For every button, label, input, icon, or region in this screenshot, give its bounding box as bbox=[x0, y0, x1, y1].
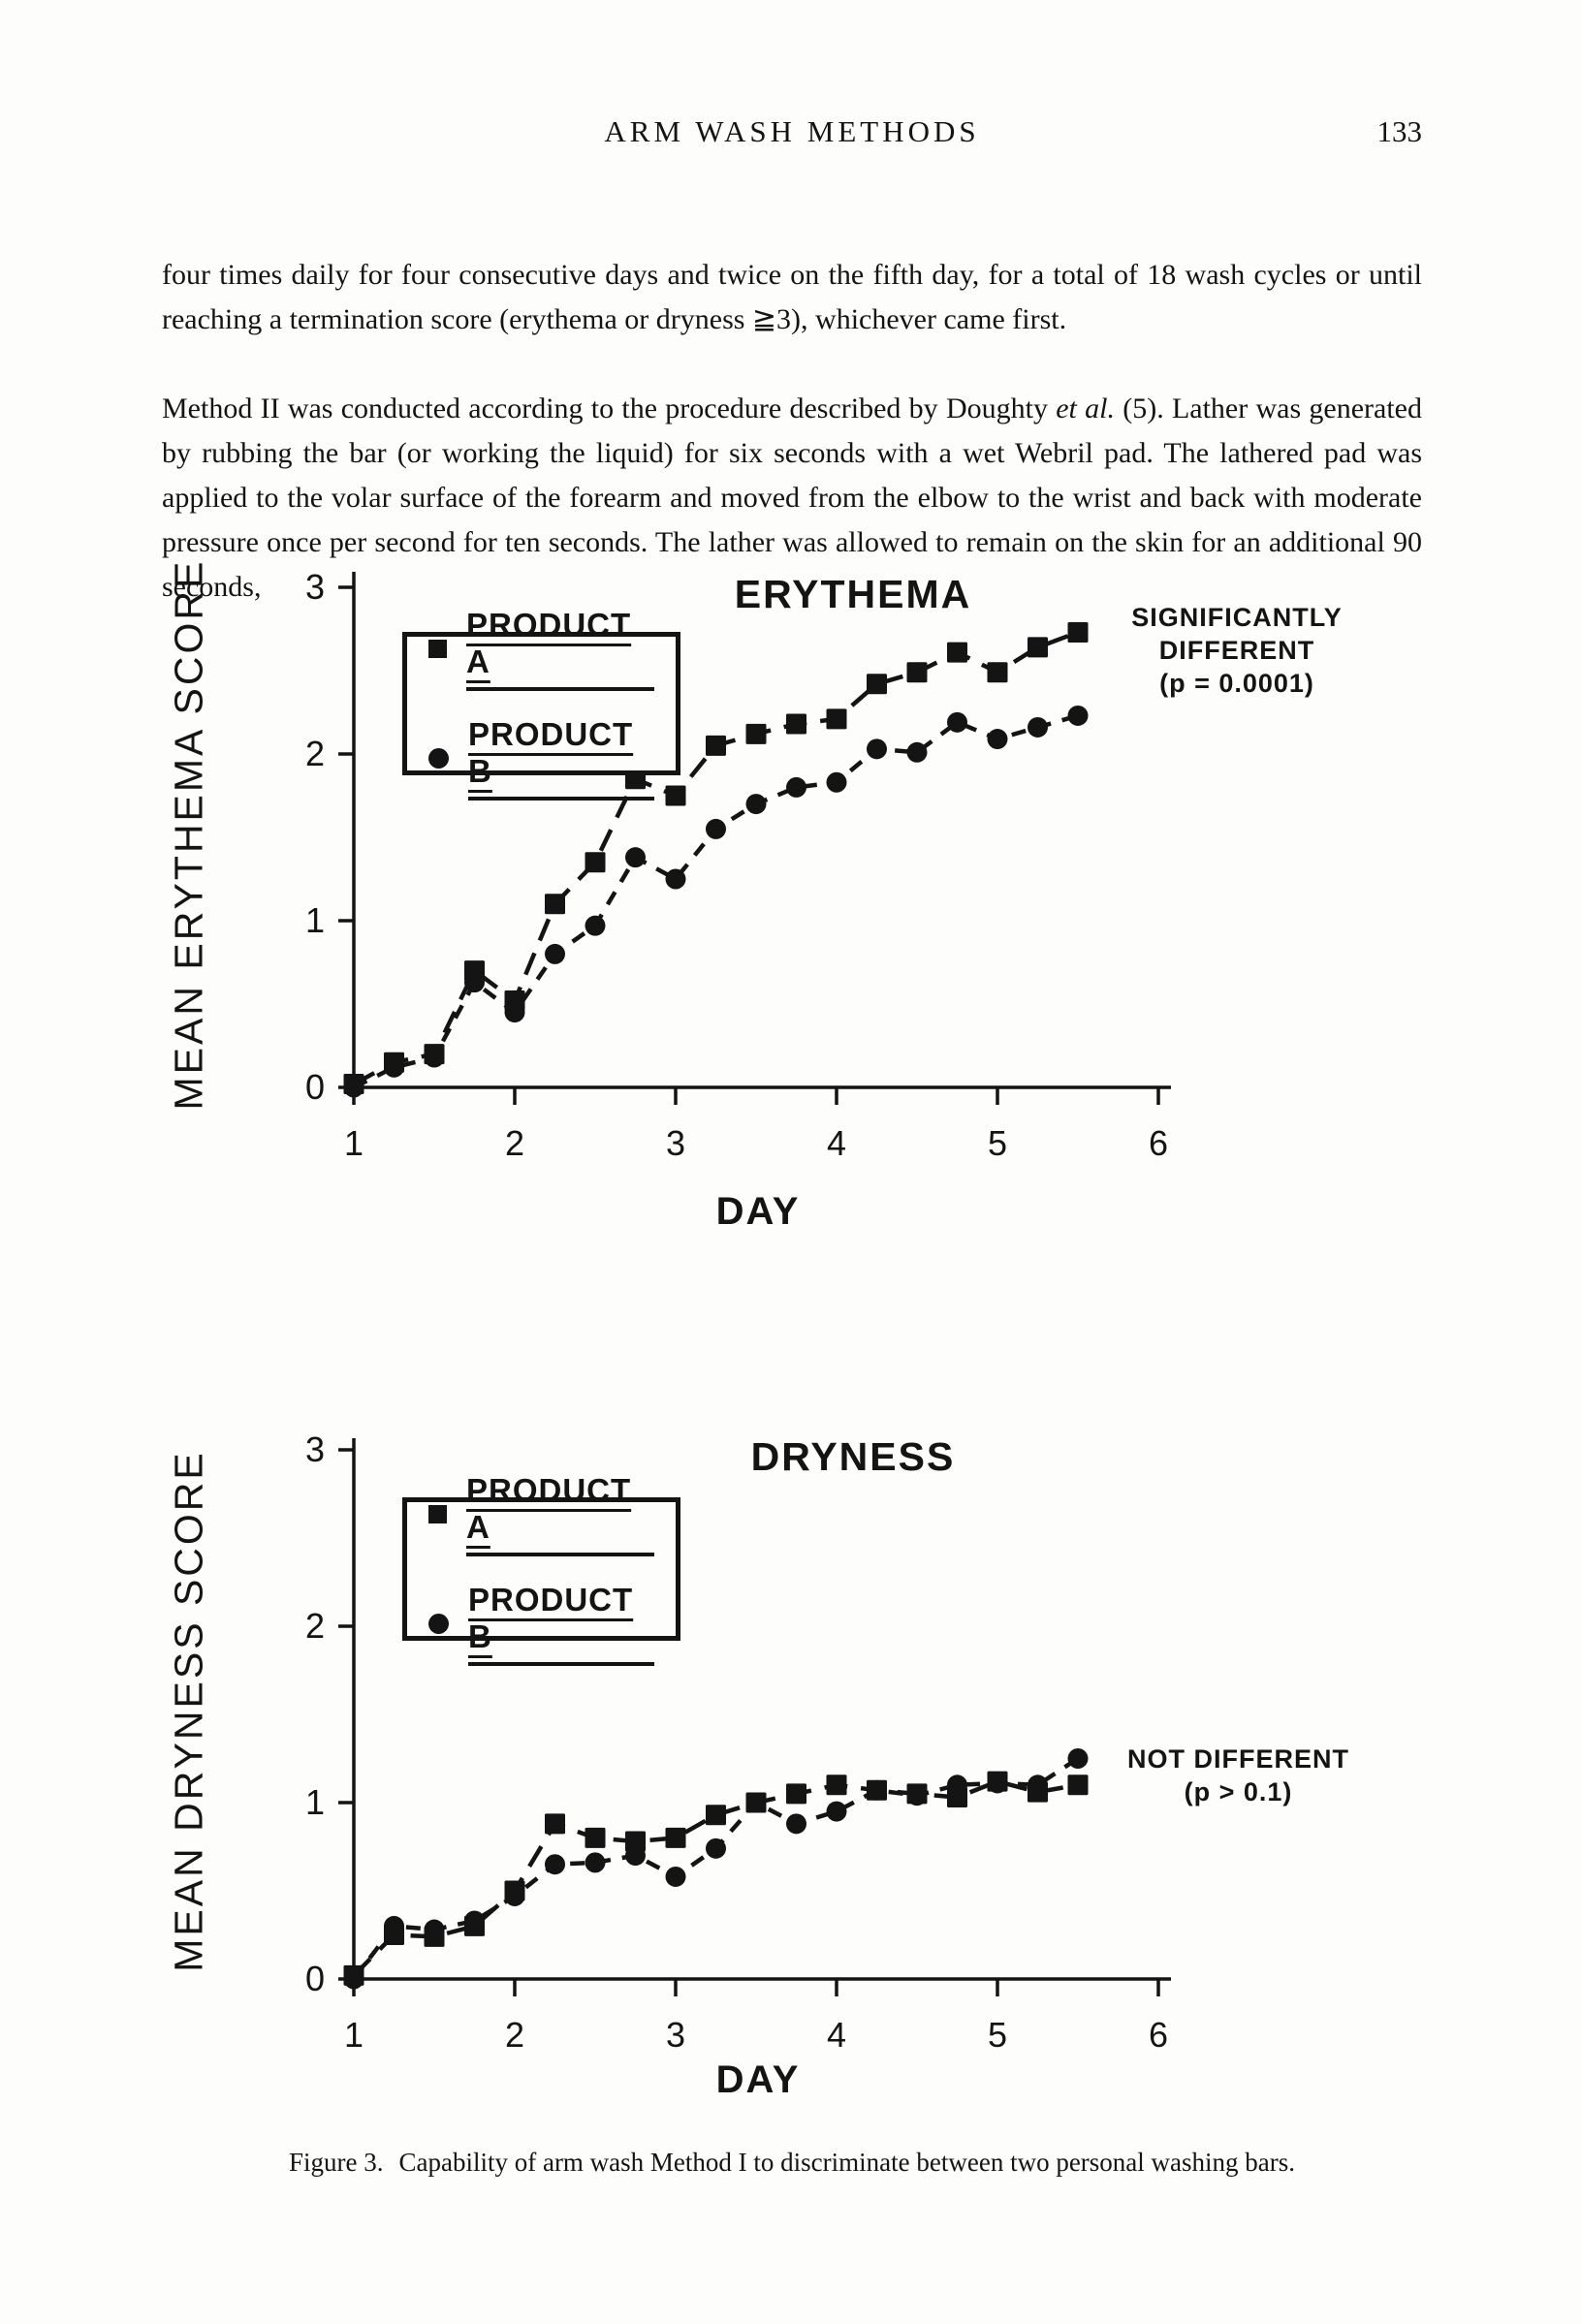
dryness-y-axis-label: MEAN DRYNESS SCORE bbox=[166, 1450, 211, 1972]
circle-marker-icon bbox=[428, 1614, 449, 1634]
circle-marker-icon bbox=[428, 748, 449, 769]
svg-text:5: 5 bbox=[988, 1123, 1007, 1163]
annotation-line: DIFFERENT bbox=[1158, 636, 1315, 665]
legend-item-label: PRODUCT B bbox=[468, 1582, 654, 1666]
square-marker-icon bbox=[428, 640, 447, 658]
svg-text:2: 2 bbox=[305, 734, 325, 773]
svg-text:1: 1 bbox=[305, 900, 325, 940]
svg-text:2: 2 bbox=[505, 2015, 524, 2055]
legend-item-product-b: PRODUCT B bbox=[428, 716, 654, 801]
page-number: 133 bbox=[1376, 114, 1423, 148]
svg-text:3: 3 bbox=[305, 567, 325, 607]
erythema-legend: PRODUCT A PRODUCT B bbox=[402, 607, 680, 801]
running-head-title: ARM WASH METHODS bbox=[604, 114, 980, 148]
legend-item-label: PRODUCT A bbox=[466, 1472, 654, 1556]
svg-text:0: 0 bbox=[305, 1067, 325, 1107]
svg-text:5: 5 bbox=[988, 2015, 1007, 2055]
svg-text:3: 3 bbox=[666, 1123, 685, 1163]
dryness-legend: PRODUCT A PRODUCT B bbox=[402, 1472, 680, 1666]
erythema-significance-annotation: SIGNIFICANTLY DIFFERENT (p = 0.0001) bbox=[1110, 601, 1364, 700]
paragraph-text: (5). Lather was generated by rubbing the… bbox=[162, 393, 1422, 603]
svg-text:1: 1 bbox=[344, 2015, 364, 2055]
annotation-line: NOT DIFFERENT bbox=[1127, 1744, 1349, 1774]
svg-text:6: 6 bbox=[1149, 1123, 1168, 1163]
legend-item-label: PRODUCT A bbox=[466, 607, 654, 691]
annotation-line: (p = 0.0001) bbox=[1159, 669, 1314, 698]
svg-text:3: 3 bbox=[305, 1429, 325, 1469]
legend-item-product-a: PRODUCT A bbox=[428, 607, 654, 691]
dryness-chart-title: DRYNESS bbox=[750, 1434, 956, 1479]
legend-item-product-a: PRODUCT A bbox=[428, 1472, 654, 1556]
annotation-line: (p > 0.1) bbox=[1184, 1777, 1293, 1806]
figure-caption-text: Capability of arm wash Method I to discr… bbox=[398, 2148, 1296, 2177]
svg-text:1: 1 bbox=[305, 1782, 325, 1822]
erythema-chart-title: ERYTHEMA bbox=[734, 572, 972, 616]
erythema-y-axis-label: MEAN ERYTHEMA SCORE bbox=[166, 558, 211, 1111]
paragraph-text: Method II was conducted according to the… bbox=[162, 393, 1057, 424]
svg-text:4: 4 bbox=[827, 2015, 846, 2055]
et-al-italic: et al. bbox=[1056, 393, 1115, 424]
legend-item-product-b: PRODUCT B bbox=[428, 1582, 654, 1666]
paragraph-wash-cycles: four times daily for four consecutive da… bbox=[162, 259, 1422, 335]
dryness-significance-annotation: NOT DIFFERENT (p > 0.1) bbox=[1115, 1743, 1362, 1808]
svg-text:2: 2 bbox=[305, 1606, 325, 1646]
dryness-x-axis-title: DAY bbox=[715, 2058, 801, 2101]
figure-caption: Figure 3. Capability of arm wash Method I… bbox=[162, 2148, 1422, 2178]
svg-text:6: 6 bbox=[1149, 2015, 1168, 2055]
svg-text:0: 0 bbox=[305, 1959, 325, 1998]
square-marker-icon bbox=[428, 1505, 447, 1523]
paragraph-method-ii: Method II was conducted according to the… bbox=[162, 387, 1422, 610]
annotation-line: SIGNIFICANTLY bbox=[1131, 603, 1343, 632]
svg-text:2: 2 bbox=[505, 1123, 524, 1163]
figure-caption-label: Figure 3. bbox=[288, 2148, 384, 2177]
svg-text:1: 1 bbox=[344, 1123, 364, 1163]
legend-item-label: PRODUCT B bbox=[468, 716, 654, 801]
svg-text:3: 3 bbox=[666, 2015, 685, 2055]
svg-text:4: 4 bbox=[827, 1123, 846, 1163]
erythema-x-axis-title: DAY bbox=[715, 1190, 801, 1233]
